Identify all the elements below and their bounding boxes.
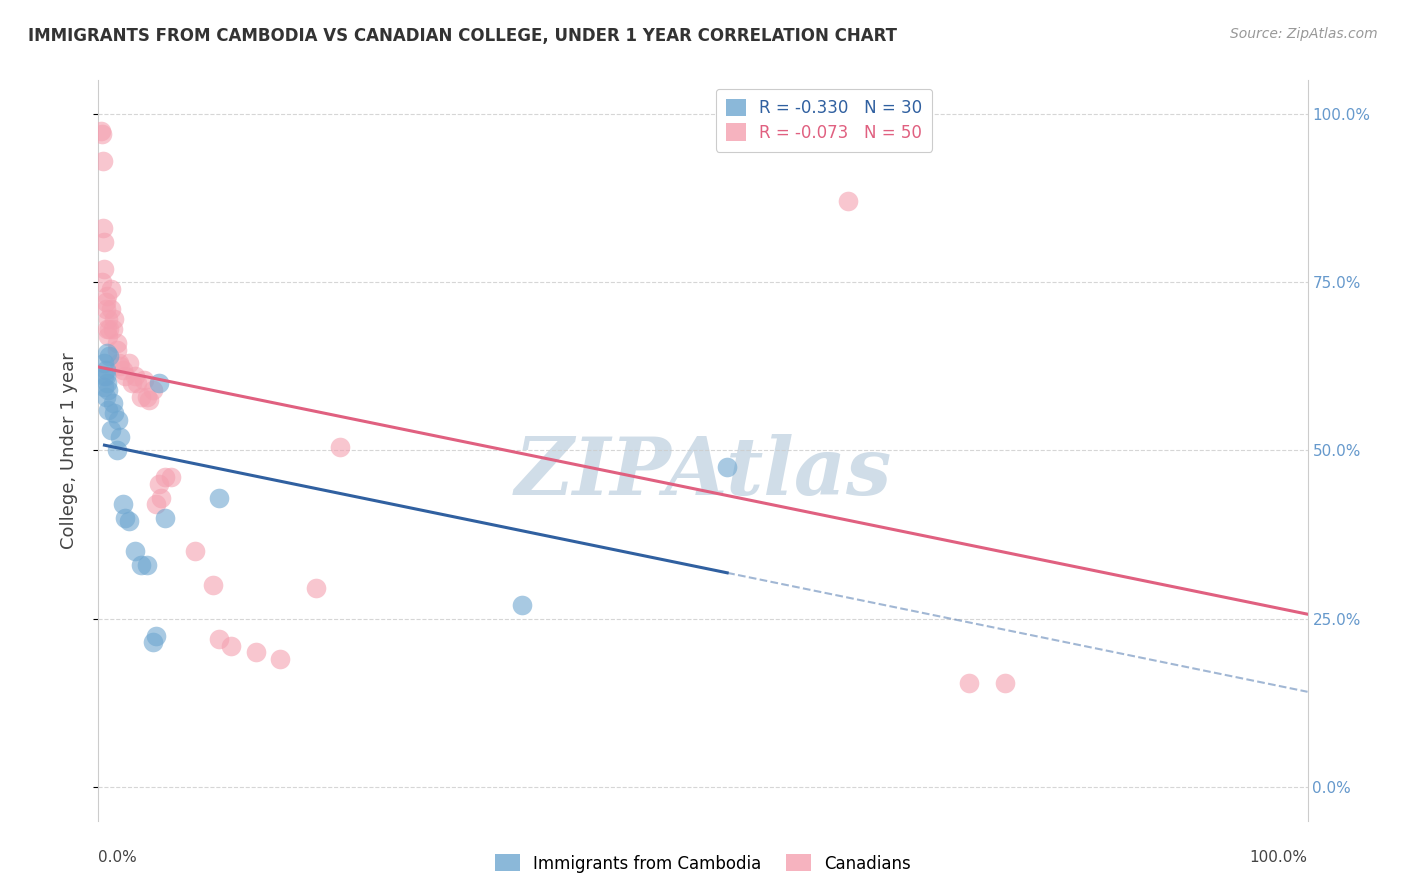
Y-axis label: College, Under 1 year: College, Under 1 year <box>59 352 77 549</box>
Point <box>145 629 167 643</box>
Point <box>957 675 980 690</box>
Point <box>208 491 231 505</box>
Point <box>135 558 157 572</box>
Point <box>93 235 115 249</box>
Point <box>145 497 167 511</box>
Point <box>716 460 738 475</box>
Point <box>93 261 115 276</box>
Point <box>94 362 117 376</box>
Point <box>94 369 117 384</box>
Point <box>138 392 160 407</box>
Point <box>837 194 859 209</box>
Point <box>135 390 157 404</box>
Point <box>118 514 141 528</box>
Point <box>202 578 225 592</box>
Point <box>153 510 176 524</box>
Point <box>96 322 118 336</box>
Point <box>100 302 122 317</box>
Text: IMMIGRANTS FROM CAMBODIA VS CANADIAN COLLEGE, UNDER 1 YEAR CORRELATION CHART: IMMIGRANTS FROM CAMBODIA VS CANADIAN COL… <box>28 27 897 45</box>
Point <box>114 510 136 524</box>
Point <box>153 470 176 484</box>
Point <box>93 356 115 370</box>
Point <box>97 329 120 343</box>
Point <box>108 359 131 374</box>
Point <box>93 369 115 384</box>
Point <box>97 403 120 417</box>
Point <box>91 221 114 235</box>
Point <box>91 127 114 141</box>
Point <box>148 477 170 491</box>
Point <box>98 322 121 336</box>
Point <box>208 632 231 646</box>
Point <box>97 383 120 397</box>
Point <box>100 282 122 296</box>
Point <box>124 369 146 384</box>
Point <box>105 335 128 350</box>
Point <box>111 497 134 511</box>
Point <box>305 582 328 596</box>
Point <box>103 407 125 421</box>
Point <box>93 379 115 393</box>
Point <box>121 376 143 391</box>
Point <box>160 470 183 484</box>
Point <box>94 302 117 317</box>
Point <box>142 635 165 649</box>
Point <box>245 645 267 659</box>
Point <box>114 369 136 384</box>
Point <box>91 154 114 169</box>
Point <box>329 440 352 454</box>
Point <box>94 390 117 404</box>
Point <box>105 443 128 458</box>
Point <box>127 376 149 391</box>
Point <box>142 383 165 397</box>
Point <box>184 544 207 558</box>
Point <box>134 373 156 387</box>
Point <box>98 349 121 363</box>
Point <box>789 134 811 148</box>
Point <box>129 390 152 404</box>
Point <box>103 312 125 326</box>
Point <box>269 652 291 666</box>
Point <box>124 544 146 558</box>
Point <box>96 376 118 391</box>
Point <box>111 362 134 376</box>
Point <box>510 599 533 613</box>
Point <box>90 124 112 138</box>
Point <box>91 275 114 289</box>
Point <box>107 413 129 427</box>
Point <box>150 491 173 505</box>
Point <box>101 396 124 410</box>
Point <box>221 639 243 653</box>
Point <box>129 558 152 572</box>
Point <box>96 288 118 302</box>
Point <box>97 312 120 326</box>
Point <box>100 423 122 437</box>
Point <box>994 675 1017 690</box>
Text: 0.0%: 0.0% <box>98 850 138 865</box>
Text: 100.0%: 100.0% <box>1250 850 1308 865</box>
Legend: R = -0.330   N = 30, R = -0.073   N = 50: R = -0.330 N = 30, R = -0.073 N = 50 <box>716 88 932 152</box>
Point <box>118 356 141 370</box>
Point <box>94 295 117 310</box>
Point <box>108 430 131 444</box>
Point <box>96 346 118 360</box>
Text: Source: ZipAtlas.com: Source: ZipAtlas.com <box>1230 27 1378 41</box>
Point <box>108 356 131 370</box>
Point <box>101 322 124 336</box>
Legend: Immigrants from Cambodia, Canadians: Immigrants from Cambodia, Canadians <box>488 847 918 880</box>
Point <box>148 376 170 391</box>
Point <box>105 343 128 357</box>
Text: ZIPAtlas: ZIPAtlas <box>515 434 891 511</box>
